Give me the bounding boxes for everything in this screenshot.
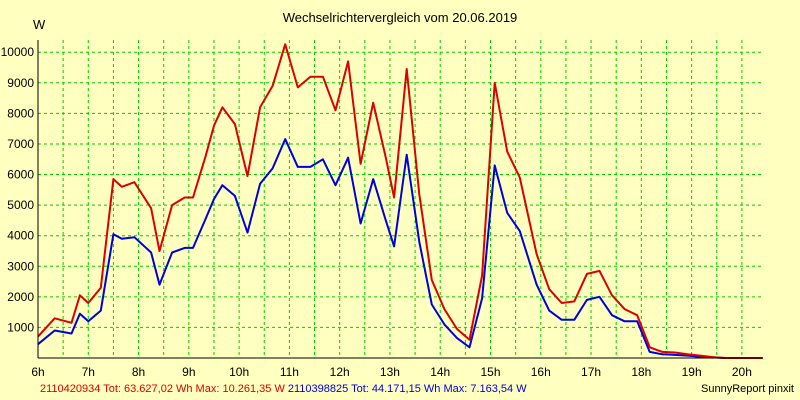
x-tick-label: 16h: [531, 365, 551, 379]
x-tick-label: 6h: [31, 365, 44, 379]
y-tick-label: 8000: [7, 106, 34, 120]
x-tick-label: 15h: [480, 365, 500, 379]
x-axis-ticks: 6h 7h 8h 9h 10h 11h 12h 13h 14h 15h 16h 17h 18h 19h 20…: [31, 365, 752, 379]
x-tick-label: 8h: [132, 365, 145, 379]
y-axis-unit-label: W: [33, 17, 46, 32]
series-line-2: [37, 138, 763, 359]
x-tick-label: 18h: [631, 365, 651, 379]
x-tick-label: 9h: [182, 365, 195, 379]
y-tick-label: 10000: [1, 45, 35, 59]
chart-title: Wechselrichtervergleich vom 20.06.2019: [282, 10, 518, 25]
x-tick-label: 13h: [380, 365, 400, 379]
y-tick-label: 3000: [7, 259, 34, 273]
y-tick-label: 6000: [7, 168, 34, 182]
x-tick-label: 11h: [280, 365, 299, 379]
x-tick-label: 14h: [430, 365, 450, 379]
y-tick-label: 2000: [7, 290, 34, 304]
y-tick-label: 1000: [7, 320, 34, 334]
x-tick-label: 17h: [581, 365, 601, 379]
legend-series-2: 2110398825 Tot: 44.171,15 Wh Max: 7.163,…: [287, 383, 527, 395]
x-tick-label: 7h: [82, 365, 95, 379]
x-tick-label: 10h: [229, 365, 249, 379]
legend: 2110420934 Tot: 63.627,02 Wh Max: 10.261…: [40, 383, 527, 395]
series-line-1: [37, 43, 763, 359]
x-tick-label: 19h: [682, 365, 702, 379]
y-tick-label: 4000: [7, 229, 34, 243]
y-tick-label: 7000: [7, 137, 34, 151]
x-tick-label: 12h: [330, 365, 350, 379]
series-lines: [37, 43, 763, 359]
y-axis-ticks: 1000 2000 3000 4000 5000 6000 7000 8000 9000 1000…: [1, 45, 35, 334]
y-tick-label: 9000: [7, 76, 34, 90]
credit-label: SunnyReport pinxit: [701, 383, 794, 395]
y-tick-label: 5000: [7, 198, 34, 212]
x-tick-label: 20h: [732, 365, 752, 379]
legend-series-1: 2110420934 Tot: 63.627,02 Wh Max: 10.261…: [40, 383, 285, 395]
